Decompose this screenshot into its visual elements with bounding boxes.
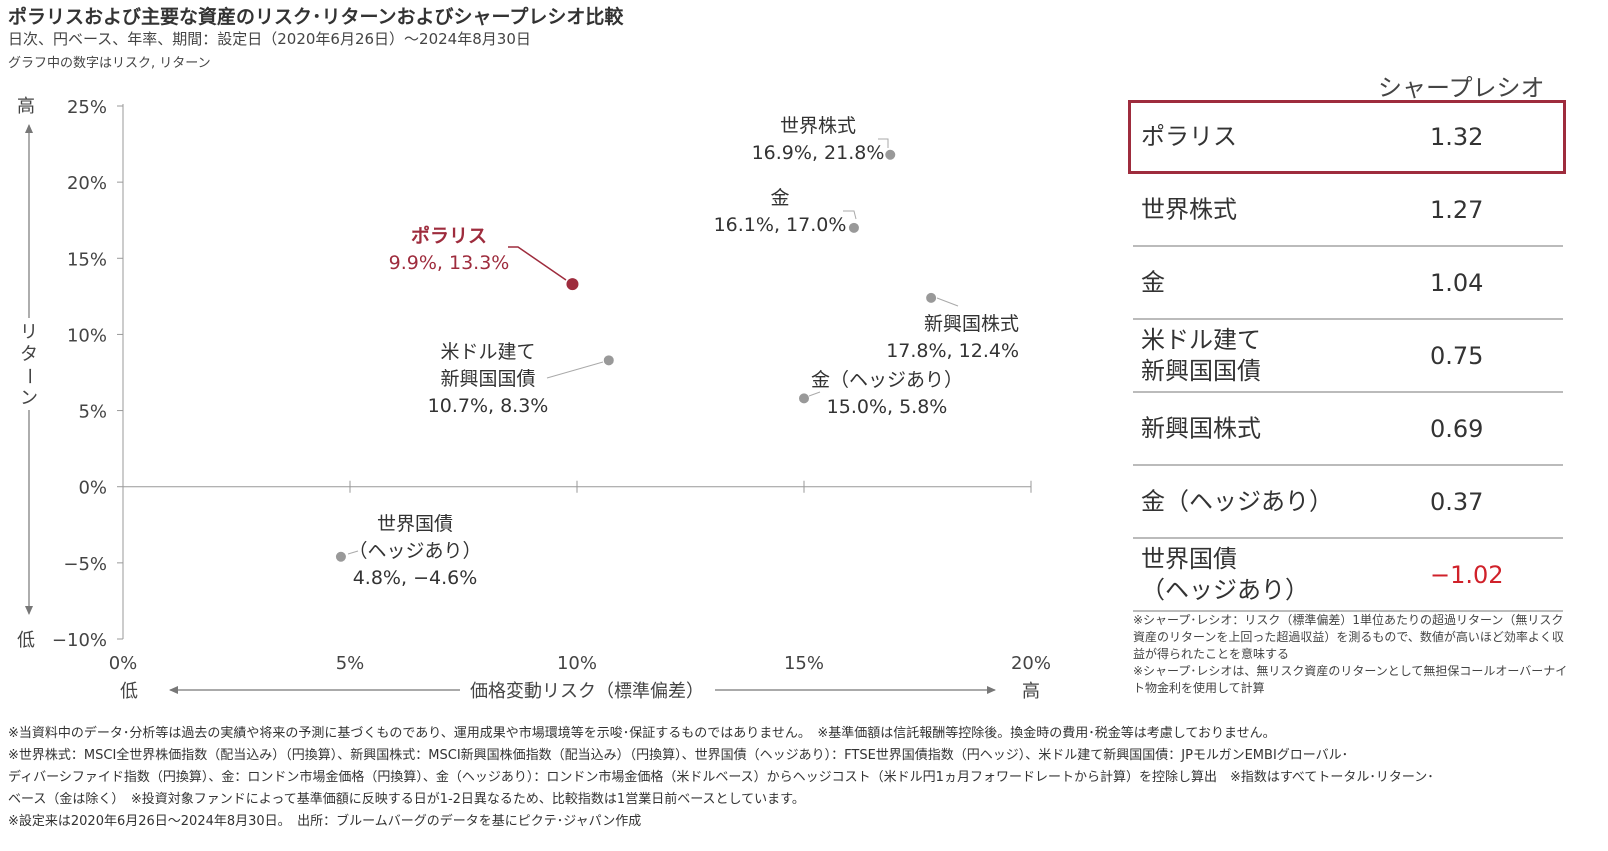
sharpe-row-asset-line: 金 xyxy=(1141,268,1165,296)
x-tick-label: 10% xyxy=(557,653,597,674)
sharpe-row-value: 0.75 xyxy=(1430,341,1484,370)
data-point-2 xyxy=(848,222,859,233)
data-label: 米ドル建て xyxy=(440,341,535,363)
data-label: （ヘッジあり） xyxy=(348,540,481,562)
sharpe-ratio-header: シャープレシオ xyxy=(1378,74,1545,102)
sharpe-row-asset-line: ポラリス xyxy=(1141,122,1237,151)
sharpe-row-value: −1.02 xyxy=(1430,560,1504,589)
y-axis-high-label: 高 xyxy=(17,96,35,117)
risk-return-scatter-chart: 25%20%15%10%5%0%−5%−10%0% 5% 10% 15% 20%低 高価格… xyxy=(17,96,1051,702)
sharpe-row: 米ドル建て 新興国国債 0.75 xyxy=(1133,320,1563,393)
point-leader-line xyxy=(843,210,857,220)
data-label: 金（ヘッジあり） xyxy=(811,369,963,391)
data-label: 17.8%, 12.4% xyxy=(886,340,1019,362)
data-label: 9.9%, 13.3% xyxy=(389,252,510,274)
sharpe-row-asset-line: 世界株式 xyxy=(1141,195,1237,223)
x-axis-low-label: 低 xyxy=(120,681,138,702)
sharpe-row-value: 1.32 xyxy=(1430,123,1484,151)
point-leader-line xyxy=(508,246,567,281)
sharpe-ratio-table: ポラリス 1.32 世界株式 1.27 金 1.04 米ドル建て 新興国国債 0.75 新興国株式… xyxy=(1128,100,1566,612)
data-label: 16.9%, 21.8% xyxy=(752,142,885,164)
y-axis-title-char: リ xyxy=(20,322,38,343)
data-label: 世界国債 xyxy=(377,513,453,535)
sharpe-row: 世界株式 1.27 xyxy=(1133,174,1563,247)
point-leader-line xyxy=(936,297,959,307)
sharpe-row: 新興国株式 0.69 xyxy=(1133,393,1563,466)
data-point-7 xyxy=(335,551,346,562)
data-label: 新興国株式 xyxy=(924,313,1019,335)
sharpe-row-asset-line: 新興国国債 xyxy=(1141,356,1261,385)
y-tick-label: −10% xyxy=(52,630,107,651)
sharpe-row: 金（ヘッジあり） 0.37 xyxy=(1133,466,1563,539)
x-axis-title: 価格変動リスク（標準偏差） xyxy=(470,681,704,702)
sharpe-row-asset: ポラリス xyxy=(1141,122,1237,153)
x-tick-label: 20% xyxy=(1011,653,1051,674)
sharpe-note-item: ※シャープ･レシオ：リスク（標準偏差）1単位あたりの超過リターン（無リスク資産の… xyxy=(1133,613,1564,661)
y-tick-label: 10% xyxy=(67,325,107,346)
point-leader-line xyxy=(347,550,359,555)
sharpe-row: 金 1.04 xyxy=(1133,247,1563,320)
data-label: 4.8%, −4.6% xyxy=(353,567,478,589)
y-tick-label: 20% xyxy=(67,173,107,194)
data-point-1 xyxy=(885,149,896,160)
y-tick-label: 15% xyxy=(67,249,107,270)
footnote-1: ※当資料中のデータ･分析等は過去の実績や将来の予測に基づくものであり、運用成果や… xyxy=(8,726,1276,741)
data-point-5 xyxy=(603,355,614,366)
chart-note: グラフ中の数字はリスク, リターン xyxy=(8,56,211,71)
data-label: 世界株式 xyxy=(780,115,856,137)
sharpe-ratio-notes: ※シャープ･レシオ：リスク（標準偏差）1単位あたりの超過リターン（無リスク資産の… xyxy=(1133,612,1573,697)
sharpe-row-asset: 金 xyxy=(1141,267,1165,298)
sharpe-row-asset-line: 金（ヘッジあり） xyxy=(1141,487,1333,515)
sharpe-row-asset-line: 米ドル建て xyxy=(1141,325,1261,354)
sharpe-row: 世界国債 （ヘッジあり） −1.02 xyxy=(1133,539,1563,612)
point-leader-line xyxy=(546,361,604,379)
chart-title: ポラリスおよび主要な資産のリスク･リターンおよびシャープレシオ比較 xyxy=(8,6,624,28)
point-leader-line xyxy=(808,391,821,397)
sharpe-row-asset-line: 新興国株式 xyxy=(1141,414,1261,442)
data-point-3 xyxy=(566,278,579,291)
y-axis-title-char: ー xyxy=(18,367,39,385)
data-label: 16.1%, 17.0% xyxy=(714,214,847,236)
sharpe-row-asset: 新興国株式 xyxy=(1141,413,1261,444)
y-tick-label: 25% xyxy=(67,97,107,118)
sharpe-row-value: 1.04 xyxy=(1430,268,1484,297)
data-label: 新興国国債 xyxy=(440,368,535,390)
x-tick-label: 0% xyxy=(109,653,138,674)
data-point-4 xyxy=(926,292,937,303)
y-tick-label: 5% xyxy=(78,402,107,423)
sharpe-note-item: ※シャープ･レシオは、無リスク資産のリターンとして無担保コールオーバーナイト物金… xyxy=(1133,664,1568,695)
sharpe-row: ポラリス 1.32 xyxy=(1128,100,1566,174)
footnote-3: ディバーシファイド指数（円換算）、金：ロンドン市場金価格（円換算）、金（ヘッジあ… xyxy=(8,770,1434,785)
footnote-2: ※世界株式：MSCI全世界株価指数（配当込み）（円換算）、新興国株式：MSCI新… xyxy=(8,748,1349,763)
sharpe-row-asset-line: （ヘッジあり） xyxy=(1141,575,1309,604)
data-label: 金 xyxy=(770,187,789,209)
sharpe-row-value: 0.37 xyxy=(1430,487,1484,516)
y-tick-label: 0% xyxy=(78,478,107,499)
sharpe-row-asset: 金（ヘッジあり） xyxy=(1141,486,1333,517)
x-tick-label: 5% xyxy=(336,653,365,674)
sharpe-row-value: 1.27 xyxy=(1430,195,1484,224)
sharpe-row-asset: 世界株式 xyxy=(1141,194,1237,225)
x-tick-label: 15% xyxy=(784,653,824,674)
y-axis-title-char: タ xyxy=(20,344,38,365)
footnote-5: ※設定来は2020年6月26日～2024年8月30日。 出所：ブルームバーグのデ… xyxy=(8,814,642,829)
y-axis-low-label: 低 xyxy=(17,630,35,651)
data-label: 15.0%, 5.8% xyxy=(827,396,948,418)
data-point-6 xyxy=(799,393,809,404)
data-label: ポラリス xyxy=(411,224,487,247)
chart-subtitle: 日次、円ベース、年率、期間：設定日（2020年6月26日）～2024年8月30日 xyxy=(8,30,531,48)
sharpe-row-value: 0.69 xyxy=(1430,414,1484,443)
sharpe-row-asset-line: 世界国債 xyxy=(1141,544,1237,573)
y-tick-label: −5% xyxy=(63,554,107,575)
sharpe-row-asset: 世界国債 （ヘッジあり） xyxy=(1141,544,1309,606)
footnote-4: ベース（金は除く） ※投資対象ファンドによって基準価額に反映する日が1-2日異な… xyxy=(8,792,805,807)
x-axis-high-label: 高 xyxy=(1022,681,1040,702)
y-axis-title-char: ン xyxy=(20,388,38,409)
data-label: 10.7%, 8.3% xyxy=(428,395,549,417)
sharpe-row-asset: 米ドル建て 新興国国債 xyxy=(1141,325,1261,387)
point-leader-line xyxy=(878,138,889,148)
